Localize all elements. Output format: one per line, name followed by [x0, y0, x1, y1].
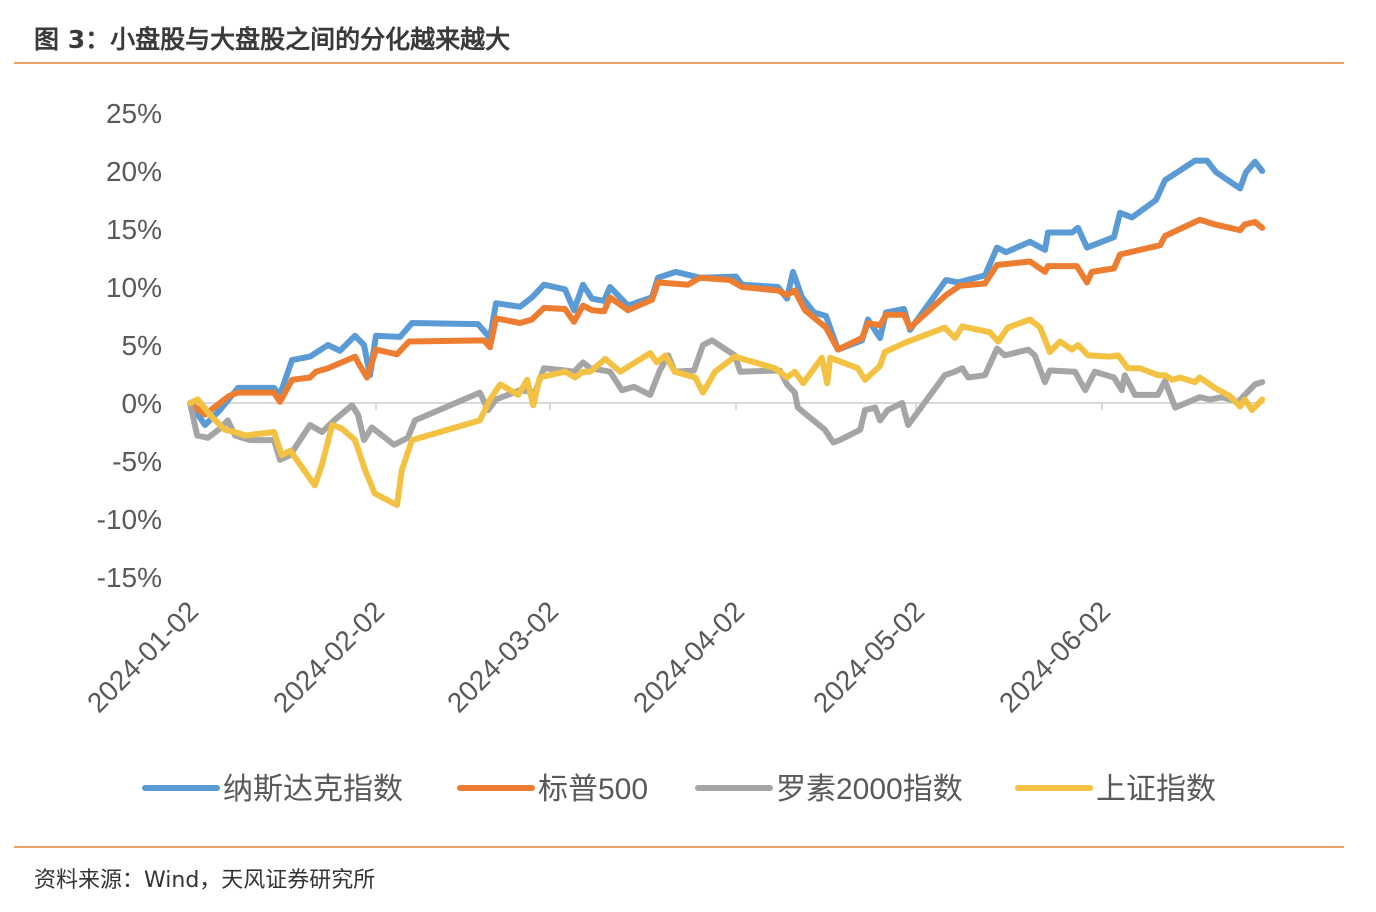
legend-label: 标普500 — [538, 773, 648, 806]
x-tick-label: 2024-04-02 — [627, 595, 750, 718]
x-tick-label: 2024-03-02 — [441, 595, 564, 718]
series-line-3 — [187, 337, 1266, 463]
source-note: 资料来源：Wind，天风证券研究所 — [34, 868, 376, 893]
legend-label: 罗素2000指数 — [776, 773, 963, 806]
legend-item: 纳斯达克指数 — [142, 773, 403, 806]
x-tick-label: 2024-02-02 — [267, 595, 390, 718]
legend-item: 罗素2000指数 — [695, 773, 963, 806]
y-tick-label: -5% — [112, 446, 162, 477]
legend-label: 纳斯达克指数 — [223, 773, 403, 806]
y-tick-label: 10% — [106, 272, 162, 303]
bottom-divider — [14, 846, 1344, 848]
x-tick-label: 2024-05-02 — [807, 595, 930, 718]
top-divider — [14, 62, 1344, 64]
legend-item: 上证指数 — [1015, 773, 1216, 806]
x-tick-label: 2024-01-02 — [81, 595, 204, 718]
y-tick-label: -10% — [97, 504, 162, 535]
y-tick-label: -15% — [97, 562, 162, 593]
y-tick-label: 25% — [106, 98, 162, 129]
series-line-4 — [187, 316, 1266, 509]
y-tick-label: 0% — [122, 388, 162, 419]
x-tick-label: 2024-06-02 — [993, 595, 1116, 718]
y-tick-label: 5% — [122, 330, 162, 361]
series-line-1 — [187, 157, 1266, 428]
figure-title: 图 3：小盘股与大盘股之间的分化越来越大 — [34, 25, 511, 54]
legend-item: 标普500 — [457, 773, 648, 806]
y-tick-label: 20% — [106, 156, 162, 187]
y-tick-label: 15% — [106, 214, 162, 245]
series-line-2 — [187, 216, 1266, 418]
legend-label: 上证指数 — [1096, 773, 1216, 806]
